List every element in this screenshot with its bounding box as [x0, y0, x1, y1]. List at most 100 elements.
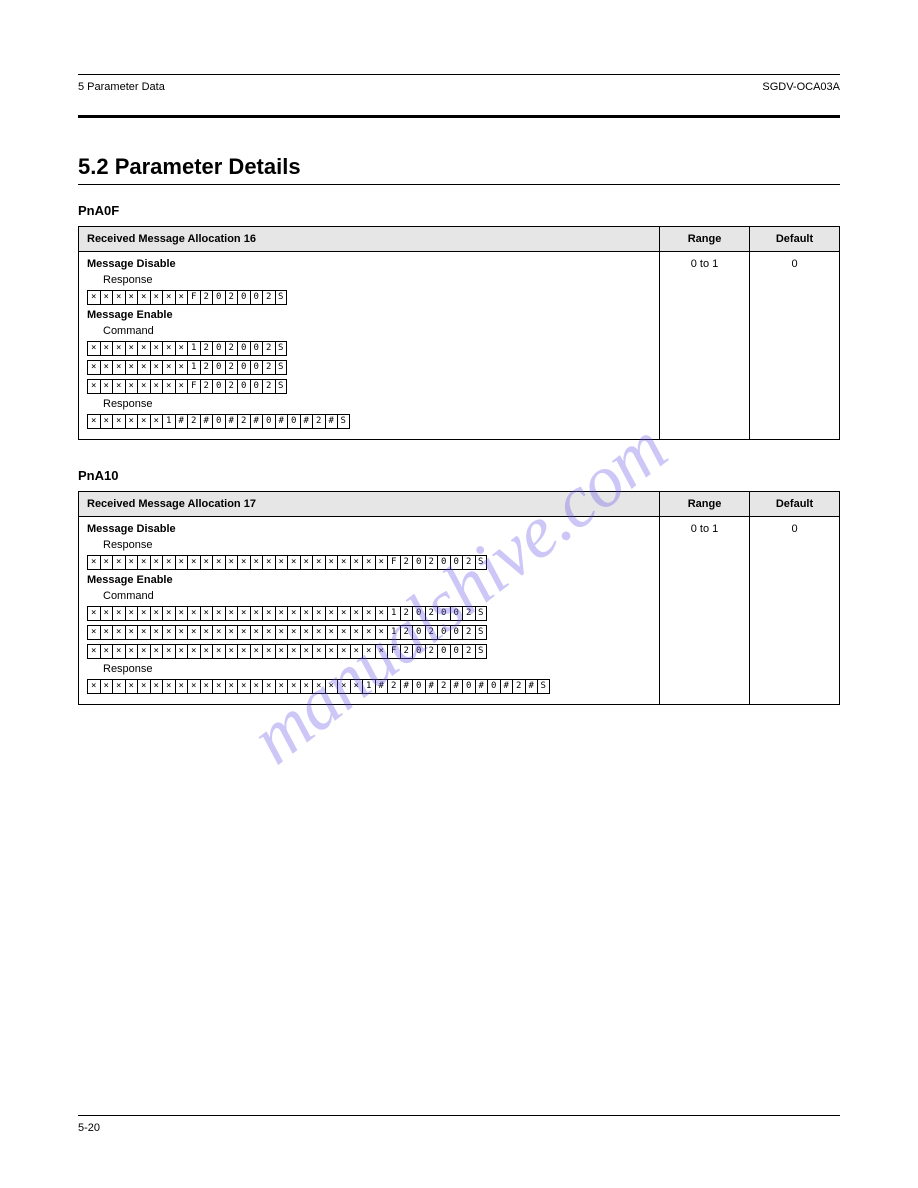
grid-cell: ×: [125, 341, 138, 356]
grid-cell: ×: [112, 555, 125, 570]
grid-cell: 2: [200, 360, 213, 375]
grid-cell: ×: [137, 625, 150, 640]
grid-cell: 1: [162, 414, 175, 429]
grid-cell: ×: [287, 606, 300, 621]
grid-cell: ×: [150, 644, 163, 659]
grid-cell: ×: [375, 606, 388, 621]
grid-cell: ×: [250, 625, 263, 640]
grid-cell: ×: [125, 606, 138, 621]
grid-cell: 1: [187, 341, 200, 356]
grid-cell: ×: [300, 606, 313, 621]
message-row: ××××××××1202002S: [87, 360, 651, 375]
grid-cell: ×: [212, 679, 225, 694]
grid-cell: 2: [462, 555, 475, 570]
param-sublabel: Response: [103, 274, 651, 286]
grid-cell: ×: [262, 644, 275, 659]
grid-cell: 0: [212, 414, 225, 429]
range-cell: 0 to 1: [660, 252, 750, 440]
grid-cell: ×: [100, 360, 113, 375]
grid-cell: #: [375, 679, 388, 694]
grid-cell: S: [275, 341, 288, 356]
grid-cell: 0: [450, 644, 463, 659]
grid-cell: ×: [337, 644, 350, 659]
cell-strip: ××××××××F202002S: [87, 290, 287, 305]
grid-cell: ×: [137, 379, 150, 394]
grid-cell: ×: [150, 414, 163, 429]
grid-cell: ×: [150, 379, 163, 394]
param-label: Message Disable: [87, 523, 651, 535]
grid-cell: ×: [275, 679, 288, 694]
grid-cell: ×: [162, 644, 175, 659]
grid-cell: 0: [212, 341, 225, 356]
grid-cell: 2: [237, 414, 250, 429]
grid-cell: 2: [425, 644, 438, 659]
grid-cell: ×: [125, 625, 138, 640]
grid-cell: S: [475, 644, 488, 659]
grid-cell: ×: [200, 606, 213, 621]
grid-cell: ×: [175, 360, 188, 375]
grid-cell: 2: [400, 555, 413, 570]
grid-cell: 0: [250, 360, 263, 375]
grid-cell: ×: [112, 379, 125, 394]
grid-cell: 2: [512, 679, 525, 694]
message-row: ××××××××F202002S: [87, 290, 651, 305]
grid-cell: ×: [325, 625, 338, 640]
grid-cell: ×: [312, 606, 325, 621]
grid-cell: ×: [150, 290, 163, 305]
grid-cell: ×: [362, 644, 375, 659]
grid-cell: 2: [400, 625, 413, 640]
message-row: ××××××××××××××××××××××××1202002S: [87, 606, 651, 621]
param-label: Message Enable: [87, 309, 651, 321]
grid-cell: 0: [437, 606, 450, 621]
grid-cell: ×: [262, 555, 275, 570]
grid-cell: ×: [362, 555, 375, 570]
header-left: 5 Parameter Data: [78, 81, 165, 93]
grid-cell: S: [275, 290, 288, 305]
grid-cell: #: [300, 414, 313, 429]
grid-cell: ×: [87, 644, 100, 659]
grid-cell: ×: [237, 555, 250, 570]
grid-cell: 0: [412, 679, 425, 694]
grid-cell: ×: [100, 341, 113, 356]
grid-cell: ×: [137, 644, 150, 659]
grid-cell: ×: [237, 679, 250, 694]
grid-cell: 1: [187, 360, 200, 375]
grid-cell: ×: [350, 644, 363, 659]
grid-cell: ×: [350, 679, 363, 694]
grid-cell: ×: [137, 341, 150, 356]
grid-cell: ×: [175, 341, 188, 356]
grid-cell: 2: [200, 341, 213, 356]
grid-cell: S: [337, 414, 350, 429]
grid-cell: ×: [312, 555, 325, 570]
grid-cell: ×: [162, 341, 175, 356]
grid-cell: ×: [137, 679, 150, 694]
grid-cell: 2: [425, 555, 438, 570]
param-sublabel: Command: [103, 590, 651, 602]
grid-cell: ×: [187, 679, 200, 694]
grid-cell: ×: [125, 290, 138, 305]
grid-cell: ×: [112, 341, 125, 356]
grid-cell: ×: [237, 644, 250, 659]
grid-cell: ×: [100, 644, 113, 659]
grid-cell: ×: [187, 625, 200, 640]
grid-cell: ×: [137, 606, 150, 621]
grid-cell: ×: [337, 606, 350, 621]
grid-cell: ×: [175, 679, 188, 694]
grid-cell: ×: [112, 606, 125, 621]
grid-cell: ×: [87, 290, 100, 305]
default-cell: 0: [750, 252, 840, 440]
grid-cell: ×: [87, 379, 100, 394]
grid-cell: 0: [237, 379, 250, 394]
param-number: PnA0F: [78, 203, 840, 218]
grid-cell: ×: [212, 644, 225, 659]
grid-cell: ×: [87, 625, 100, 640]
grid-cell: ×: [175, 379, 188, 394]
cell-strip: ××××××××F202002S: [87, 379, 287, 394]
grid-cell: ×: [100, 290, 113, 305]
col-range: Range: [660, 492, 750, 517]
grid-cell: ×: [162, 555, 175, 570]
grid-cell: #: [275, 414, 288, 429]
cell-strip: ××××××××××××××××××××××××1202002S: [87, 606, 487, 621]
grid-cell: #: [325, 414, 338, 429]
grid-cell: ×: [325, 606, 338, 621]
